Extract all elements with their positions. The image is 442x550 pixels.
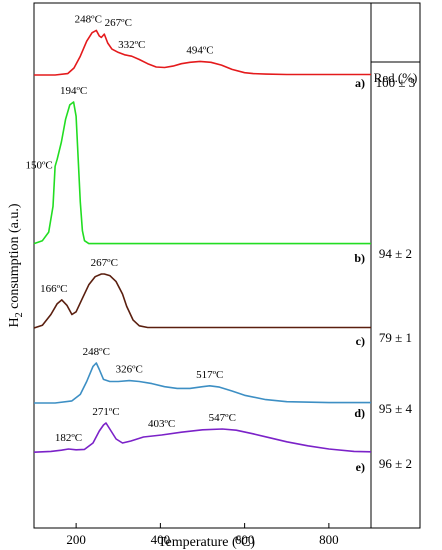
panel-label-c: c): [356, 334, 365, 348]
panel-label-d: d): [354, 406, 365, 420]
reduction-value-c: 79 ± 1: [379, 330, 412, 345]
peak-label-c-2: 267ºC: [91, 257, 118, 269]
peak-label-e-2: 271ºC: [92, 406, 119, 418]
series-line-c: [33, 273, 371, 329]
series-layer: [33, 29, 372, 453]
y-axis-title-h: H: [7, 317, 22, 327]
x-tick-label-200: 200: [66, 532, 86, 547]
series-line-b: [33, 101, 371, 245]
x-tick-label-800: 800: [319, 532, 339, 547]
panel-label-b: b): [354, 251, 365, 265]
peak-label-c-1: 166ºC: [40, 283, 67, 295]
peak-label-d-1: 248ºC: [83, 346, 110, 358]
series-line-d: [34, 362, 371, 404]
peak-label-e-4: 547ºC: [209, 412, 236, 424]
peak-label-b-1: 150ºC: [25, 159, 52, 171]
x-axis-title: Temperature (ºC): [158, 535, 255, 550]
y-axis-title-sub: 2: [14, 312, 25, 317]
y-axis-title: H2 consumption (a.u.): [7, 203, 25, 327]
reduction-column-border: [370, 2, 421, 529]
plot-frame: [33, 2, 421, 529]
peak-label-e-1: 182ºC: [55, 432, 82, 444]
peak-label-a-2: 267ºC: [105, 17, 132, 29]
peak-label-b-2: 194ºC: [60, 85, 87, 97]
peak-label-a-3: 332ºC: [118, 39, 145, 51]
reduction-value-b: 94 ± 2: [379, 246, 412, 261]
reduction-header: Red.(%): [374, 70, 418, 85]
axis-layer: 200 400 600 800 Temperature (ºC) H2 consumpti…: [7, 203, 339, 550]
peak-label-d-2: 326ºC: [116, 364, 143, 376]
y-axis-title-rest: consumption (a.u.): [7, 203, 22, 312]
series-line-e: [33, 422, 372, 453]
peak-label-a-4: 494ºC: [186, 44, 213, 56]
panel-label-a: a): [355, 76, 365, 90]
x-tick-label-600: 600: [235, 532, 255, 547]
series-line-a: [34, 29, 371, 76]
reduction-value-e: 96 ± 2: [379, 456, 412, 471]
panel-label-e: e): [356, 460, 365, 474]
peak-label-a-1: 248ºC: [75, 13, 102, 25]
reduction-value-d: 95 ± 4: [379, 401, 413, 416]
peak-label-e-3: 403ºC: [148, 418, 175, 430]
reduction-value-a: 100 ± 3: [376, 75, 416, 90]
peak-label-d-3: 517ºC: [196, 369, 223, 381]
x-tick-label-400: 400: [151, 532, 171, 547]
